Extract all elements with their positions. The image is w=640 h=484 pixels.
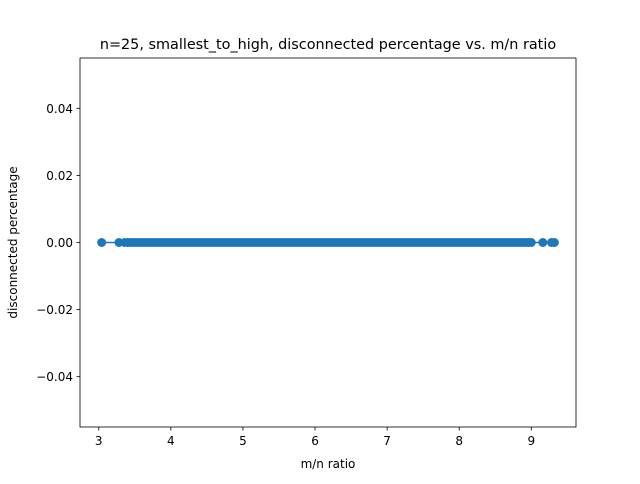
y-axis-ticks: −0.04 −0.02 0.00 0.02 0.04 xyxy=(36,102,80,384)
data-point xyxy=(526,238,536,247)
x-axis-label: m/n ratio xyxy=(301,457,356,471)
y-tick-label: 0.04 xyxy=(46,102,73,116)
chart-title: n=25, smallest_to_high, disconnected per… xyxy=(100,37,556,53)
data-point xyxy=(538,238,548,247)
x-tick-label: 3 xyxy=(95,434,103,448)
data-points xyxy=(97,238,559,247)
data-point xyxy=(549,238,559,247)
x-tick-label: 9 xyxy=(527,434,535,448)
x-axis-ticks: 3 4 5 6 7 8 9 xyxy=(95,427,535,448)
x-tick-label: 8 xyxy=(455,434,463,448)
y-tick-label: −0.04 xyxy=(36,370,73,384)
y-axis-label: disconnected percentage xyxy=(6,166,20,318)
x-tick-label: 7 xyxy=(383,434,391,448)
x-tick-label: 4 xyxy=(167,434,175,448)
data-point xyxy=(97,238,107,247)
x-tick-label: 6 xyxy=(311,434,319,448)
y-tick-label: −0.02 xyxy=(36,303,73,317)
x-tick-label: 5 xyxy=(239,434,247,448)
y-tick-label: 0.02 xyxy=(46,169,73,183)
y-tick-label: 0.00 xyxy=(46,236,73,250)
